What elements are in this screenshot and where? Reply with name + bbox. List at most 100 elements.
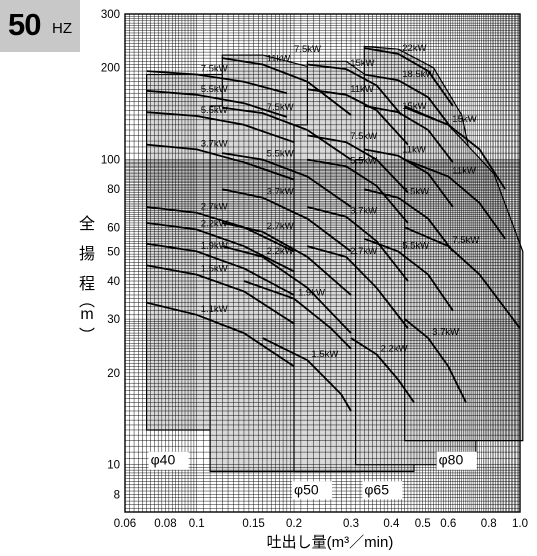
y-tick-label: 200 [101,63,120,75]
curve-power-label: 7.5kW [201,64,228,75]
performance-curve [146,222,295,273]
performance-curve [222,222,352,296]
performance-curve [363,237,454,312]
x-tick-label: 0.6 [440,518,456,530]
frequency-value: 50 [8,7,41,42]
curve-labels: 7.5kW 5.5kW 5.5kW 3.7kW 2.7kW 2.2kW 1.9kW 1.5kW… [148,43,479,500]
y-tick-label: 40 [107,276,120,288]
y-tick-label: 300 [101,9,120,21]
performance-curve [404,318,467,403]
performance-curve [364,188,454,252]
x-axis-label: 吐出し量(m³／min) [267,534,394,551]
curve-power-label: 3.7kW [350,206,377,217]
x-tick-label: 0.8 [481,518,497,530]
performance-curve [404,158,506,240]
y-axis-label-char: ︵ [78,293,95,310]
x-tick-label: 0.3 [343,518,359,530]
curve-power-label: 5.5kW [201,84,228,95]
performance-curve [307,245,409,329]
performance-curve [222,106,352,161]
performance-curve [262,337,352,412]
performance-curve [404,106,506,190]
curve-power-label: 5.5kW [267,149,294,160]
curve-power-label: 5.5kW [402,240,429,251]
performance-curve [307,88,409,146]
performance-curve [364,105,454,163]
curve-power-label: 11kW [350,84,374,95]
y-tick-label: 8 [114,489,120,501]
curve-power-label: 7.5kW [452,235,479,246]
frequency-unit: HZ [52,20,72,37]
x-tick-label: 0.2 [286,518,302,530]
x-tick-label: 0.1 [189,518,205,530]
bore-label-bg [436,451,477,470]
curve-power-label: 7.5kW [267,102,294,113]
curve-power-label: 1.5kW [311,349,338,360]
performance-curve [364,148,454,208]
curve-power-label: 22kW [402,43,426,54]
performance-curve [222,188,352,253]
performance-curve [307,158,409,224]
curve-power-label: 2.7kW [267,221,294,232]
performance-curve [146,70,288,95]
y-tick-label: 80 [107,184,120,196]
bore-label-bg [148,451,189,470]
frequency-badge: 50 HZ [0,0,80,52]
curve-power-label: 15kW [402,101,426,112]
curve-power-label: 1.9kW [201,240,228,251]
performance-curve [364,73,454,131]
y-tick-label: 100 [101,155,120,167]
curve-power-label: 1.5kW [201,264,228,275]
curve-power-label: 11kW [267,54,291,65]
x-tick-label: 0.5 [415,518,431,530]
y-tick-label: 60 [107,222,120,234]
curve-power-label: 1.1kW [201,304,228,315]
curve-power-label: 18.5kW [402,69,434,80]
curve-power-label: 3.7kW [432,327,459,338]
performance-curve [307,206,409,282]
bore-label-bg [292,481,333,500]
x-tick-label: 0.08 [154,518,176,530]
curve-power-label: 1.9kW [298,288,325,299]
curve-power-label: 2.7kW [350,246,377,257]
x-tick-label: 0.4 [383,518,400,530]
performance-curve [146,143,295,181]
performance-curve [222,57,352,116]
y-tick-label: 50 [107,246,120,258]
curve-power-label: 11kW [402,145,426,156]
y-axis-label-char: 程 [78,276,95,293]
x-tick-label: 0.06 [114,518,136,530]
curve-power-label: 3.7kW [201,138,228,149]
curve-power-label: 15kW [350,58,374,69]
performance-curve [222,245,352,334]
bore-label-bg [362,481,403,500]
performance-curve [146,264,295,325]
curve-power-label: 11kW [452,166,476,177]
y-axis-label-char: ︶ [78,328,95,345]
y-axis-label-char: 全 [78,216,95,233]
curve-power-label: 15kW [452,114,476,125]
plot-frame [124,13,521,513]
curve-power-label: 7.5kW [402,187,429,198]
performance-curves [146,47,521,412]
performance-curve [404,226,521,329]
bore-size-label: φ80 [439,452,464,468]
bore-size-label: φ50 [294,481,319,497]
curve-power-label: 3.7kW [267,187,294,198]
performance-curve [146,89,288,118]
bore-size-label: φ65 [364,481,389,497]
axis-ticks: 0.06 0.08 0.1 0.15 0.2 0.3 0.4 0.5 0.6 0.8 1.0 8 10 2… [101,9,528,530]
y-tick-label: 10 [107,460,120,472]
performance-curve [146,242,295,296]
curve-power-label: 7.5kW [294,44,321,55]
performance-curve [243,280,352,350]
curve-power-label: 2.2kW [267,246,294,257]
curve-power-label: 7.5kW [350,131,377,142]
curve-power-label: 2.7kW [201,202,228,213]
performance-curve [146,111,295,144]
performance-curve [307,63,403,116]
performance-curve [350,337,415,403]
curve-power-label: 2.2kW [381,343,408,354]
x-tick-label: 1.0 [512,518,528,530]
